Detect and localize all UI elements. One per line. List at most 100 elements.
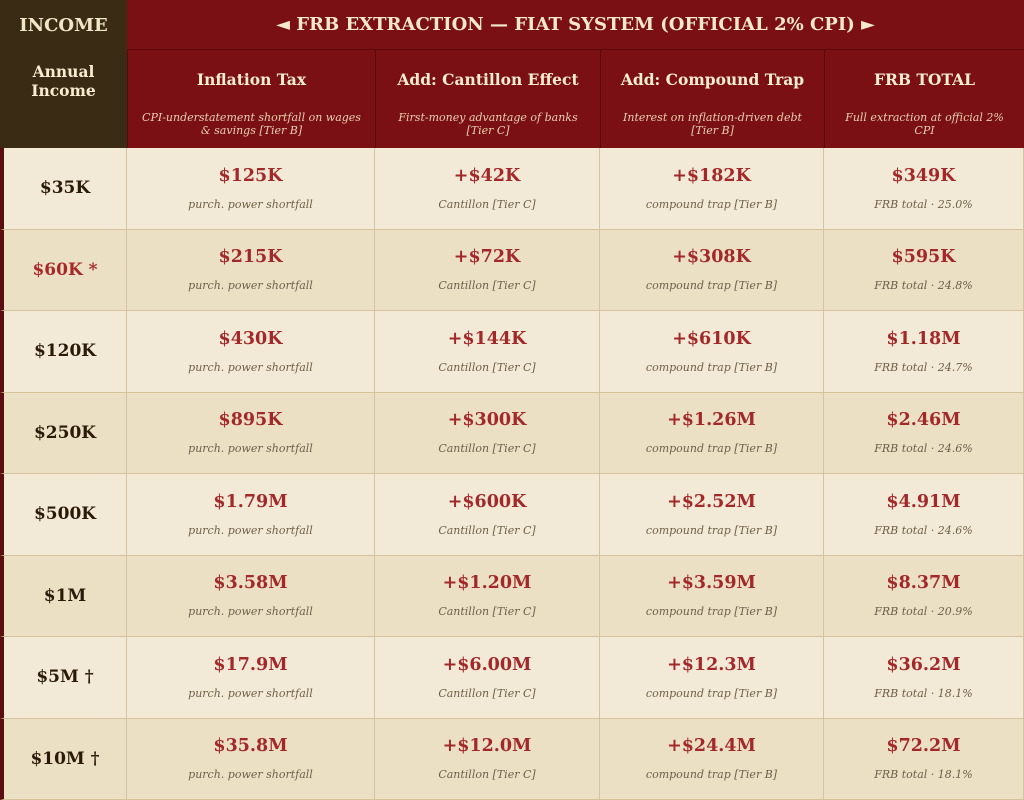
cell-note: FRB total · 18.1% bbox=[874, 686, 973, 700]
table-cell: $2.46M FRB total · 24.6% bbox=[824, 392, 1024, 474]
cell-note: purch. power shortfall bbox=[188, 197, 313, 211]
table-cell: +$1.26M compound trap [Tier B] bbox=[600, 392, 824, 474]
column-title: Inflation Tax bbox=[196, 70, 307, 89]
cell-note: Cantillon [Tier C] bbox=[438, 197, 536, 211]
cell-note: Cantillon [Tier C] bbox=[438, 686, 536, 700]
cell-value: $2.46M bbox=[886, 410, 961, 431]
cell-value: $36.2M bbox=[886, 654, 961, 675]
cell-value: +$600K bbox=[447, 491, 527, 512]
income-label: $10M † bbox=[0, 718, 127, 800]
column-header: Inflation Tax CPI-understatement shortfal… bbox=[127, 50, 375, 148]
table-cell: $895K purch. power shortfall bbox=[127, 392, 375, 474]
table-cell: $1.79M purch. power shortfall bbox=[127, 474, 375, 556]
table-cell: +$1.20M Cantillon [Tier C] bbox=[375, 555, 600, 637]
column-subtitle: First-money advantage of banks [Tier C] bbox=[398, 111, 578, 137]
column-title: Add: Compound Trap bbox=[620, 70, 805, 89]
table-cell: +$24.4M compound trap [Tier B] bbox=[600, 718, 824, 800]
cell-value: +$182K bbox=[672, 165, 751, 186]
cell-value: $215K bbox=[218, 247, 283, 268]
cell-note: compound trap [Tier B] bbox=[645, 768, 778, 782]
cell-note: FRB total · 20.9% bbox=[874, 605, 973, 619]
column-subtitle: CPI-understatement shortfall on wages & … bbox=[142, 111, 361, 137]
cell-value: +$610K bbox=[672, 328, 751, 349]
cell-value: $1.79M bbox=[213, 491, 288, 512]
cell-value: +$3.59M bbox=[667, 573, 756, 594]
cell-note: purch. power shortfall bbox=[188, 442, 313, 456]
cell-value: $35.8M bbox=[213, 736, 288, 757]
table-cell: +$308K compound trap [Tier B] bbox=[600, 229, 824, 311]
income-label: $5M † bbox=[0, 637, 127, 719]
table-cell: $1.18M FRB total · 24.7% bbox=[824, 311, 1024, 393]
column-title: FRB TOTAL bbox=[873, 70, 976, 89]
table-cell: +$72K Cantillon [Tier C] bbox=[375, 229, 600, 311]
income-label: $35K bbox=[0, 148, 127, 230]
cell-value: $125K bbox=[218, 165, 283, 186]
cell-value: +$24.4M bbox=[667, 736, 756, 757]
cell-value: $595K bbox=[891, 247, 956, 268]
table-cell: $4.91M FRB total · 24.6% bbox=[824, 474, 1024, 556]
table-cell: $17.9M purch. power shortfall bbox=[127, 637, 375, 719]
income-label: $60K * bbox=[0, 229, 127, 311]
cell-value: +$1.26M bbox=[667, 410, 756, 431]
table-cell: $430K purch. power shortfall bbox=[127, 311, 375, 393]
column-header: Add: Cantillon Effect First-money advanta… bbox=[375, 50, 600, 148]
cell-value: +$300K bbox=[447, 410, 527, 431]
column-subtitle: Full extraction at official 2% CPI bbox=[845, 111, 1004, 137]
cell-value: +$42K bbox=[453, 165, 521, 186]
table-cell: +$2.52M compound trap [Tier B] bbox=[600, 474, 824, 556]
table-cell: +$182K compound trap [Tier B] bbox=[600, 148, 824, 230]
cell-note: compound trap [Tier B] bbox=[645, 360, 778, 374]
table-cell: +$300K Cantillon [Tier C] bbox=[375, 392, 600, 474]
table-title: ◄ FRB EXTRACTION — FIAT SYSTEM (OFFICIAL… bbox=[127, 0, 1024, 50]
cell-value: +$308K bbox=[672, 247, 751, 268]
cell-value: $1.18M bbox=[886, 328, 961, 349]
column-header: FRB TOTAL Full extraction at official 2% … bbox=[824, 50, 1024, 148]
cell-note: purch. power shortfall bbox=[188, 686, 313, 700]
cell-note: Cantillon [Tier C] bbox=[438, 442, 536, 456]
income-label: $500K bbox=[0, 474, 127, 556]
cell-note: compound trap [Tier B] bbox=[645, 523, 778, 537]
corner-header: INCOME bbox=[0, 0, 127, 50]
cell-note: compound trap [Tier B] bbox=[645, 279, 778, 293]
income-label: $250K bbox=[0, 392, 127, 474]
cell-value: $8.37M bbox=[886, 573, 961, 594]
cell-note: FRB total · 24.7% bbox=[874, 360, 973, 374]
cell-note: compound trap [Tier B] bbox=[645, 197, 778, 211]
column-title: Add: Cantillon Effect bbox=[397, 70, 579, 89]
cell-value: $72.2M bbox=[886, 736, 961, 757]
table-cell: $3.58M purch. power shortfall bbox=[127, 555, 375, 637]
income-label: $120K bbox=[0, 311, 127, 393]
cell-note: FRB total · 24.8% bbox=[874, 279, 973, 293]
cell-note: purch. power shortfall bbox=[188, 768, 313, 782]
cell-note: compound trap [Tier B] bbox=[645, 442, 778, 456]
table-cell: $35.8M purch. power shortfall bbox=[127, 718, 375, 800]
table-cell: +$3.59M compound trap [Tier B] bbox=[600, 555, 824, 637]
table-cell: $36.2M FRB total · 18.1% bbox=[824, 637, 1024, 719]
table-cell: $595K FRB total · 24.8% bbox=[824, 229, 1024, 311]
table-cell: $215K purch. power shortfall bbox=[127, 229, 375, 311]
cell-value: +$12.3M bbox=[667, 654, 756, 675]
cell-note: purch. power shortfall bbox=[188, 605, 313, 619]
cell-note: compound trap [Tier B] bbox=[645, 605, 778, 619]
cell-value: $3.58M bbox=[213, 573, 288, 594]
cell-note: Cantillon [Tier C] bbox=[438, 768, 536, 782]
column-subtitle: Interest on inflation-driven debt [Tier … bbox=[623, 111, 802, 137]
cell-value: $17.9M bbox=[213, 654, 288, 675]
table-cell: $8.37M FRB total · 20.9% bbox=[824, 555, 1024, 637]
column-header: Annual Income bbox=[0, 50, 127, 148]
cell-value: +$2.52M bbox=[667, 491, 756, 512]
cell-note: Cantillon [Tier C] bbox=[438, 360, 536, 374]
table-cell: +$610K compound trap [Tier B] bbox=[600, 311, 824, 393]
table-cell: $125K purch. power shortfall bbox=[127, 148, 375, 230]
cell-value: $349K bbox=[891, 165, 956, 186]
cell-note: purch. power shortfall bbox=[188, 360, 313, 374]
cell-note: compound trap [Tier B] bbox=[645, 686, 778, 700]
cell-note: purch. power shortfall bbox=[188, 523, 313, 537]
cell-value: +$12.0M bbox=[442, 736, 532, 757]
table-cell: $349K FRB total · 25.0% bbox=[824, 148, 1024, 230]
cell-value: +$144K bbox=[447, 328, 527, 349]
cell-note: FRB total · 18.1% bbox=[874, 768, 973, 782]
cell-note: Cantillon [Tier C] bbox=[438, 605, 536, 619]
